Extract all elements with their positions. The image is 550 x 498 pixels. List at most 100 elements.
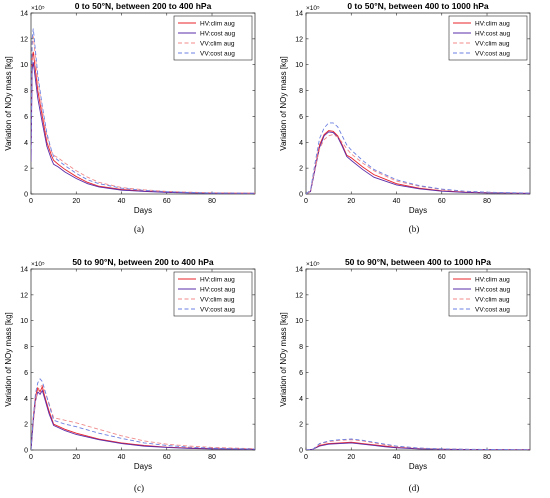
y-tick-label: 4 [24, 140, 28, 147]
panel-caption: (a) [134, 224, 144, 234]
panel-caption: (b) [409, 224, 420, 234]
chart-panel-4: 50 to 90°N, between 400 to 1000 hPa ×10⁵ 0… [279, 257, 531, 493]
y-tick-label: 8 [299, 88, 303, 95]
x-tick-label: 80 [208, 198, 216, 205]
chart-panel-2: 0 to 50°N, between 400 to 1000 hPa ×10⁵ 0 2… [279, 1, 531, 234]
y-tick-label: 8 [24, 88, 28, 95]
y-tick-label: 4 [299, 396, 303, 403]
x-tick-label: 80 [208, 454, 216, 461]
y-tick-label: 6 [24, 370, 28, 377]
x-axis-label: Days [134, 206, 152, 215]
legend-entry-label: VV:cost aug [200, 50, 235, 57]
x-tick-label: 60 [163, 454, 171, 461]
y-tick-label: 4 [24, 396, 28, 403]
legend-entry-label: HV:cost aug [200, 286, 236, 293]
y-tick-label: 10 [20, 318, 28, 325]
legend-entry-label: VV:clim aug [475, 40, 510, 47]
legend-entry-label: HV:clim aug [475, 20, 510, 27]
legend-entry-label: VV:clim aug [200, 40, 235, 47]
y-axis-label: Variation of NOy mass [kg] [279, 56, 288, 151]
x-tick-label: 0 [304, 198, 308, 205]
legend-entry-label: VV:clim aug [475, 296, 510, 303]
chart-title: 50 to 90°N, between 200 to 400 hPa [72, 257, 214, 267]
legend-entry-label: HV:cost aug [475, 30, 511, 37]
legend-entry-label: VV:cost aug [475, 306, 510, 313]
x-axis-label: Days [134, 462, 152, 471]
x-tick-label: 20 [72, 454, 80, 461]
y-tick-label: 0 [24, 192, 28, 199]
x-tick-label: 0 [29, 198, 33, 205]
y-tick-label: 14 [20, 267, 28, 274]
y-tick-label: 10 [295, 62, 303, 69]
y-tick-label: 8 [299, 344, 303, 351]
y-multiplier-label: ×10⁵ [306, 261, 320, 268]
series-line-2 [31, 389, 255, 450]
x-tick-label: 20 [347, 198, 355, 205]
y-tick-label: 6 [299, 114, 303, 121]
y-tick-label: 4 [299, 140, 303, 147]
legend: HV:clim aug HV:cost aug VV:clim aug VV:cost… [173, 15, 253, 61]
panel-caption: (c) [134, 483, 144, 493]
y-axis-label: Variation of NOy mass [kg] [4, 312, 13, 407]
x-tick-label: 0 [29, 454, 33, 461]
x-axis-label: Days [409, 462, 427, 471]
x-tick-label: 60 [438, 454, 446, 461]
legend-entry-label: HV:cost aug [475, 286, 511, 293]
legend-entry-label: HV:clim aug [200, 276, 235, 283]
legend-entry-label: HV:clim aug [200, 20, 235, 27]
series-line-4 [31, 28, 255, 194]
chart-title: 50 to 90°N, between 400 to 1000 hPa [345, 257, 491, 267]
series-line-3 [31, 384, 255, 450]
y-multiplier-label: ×10⁵ [306, 5, 320, 12]
x-tick-label: 20 [72, 198, 80, 205]
y-tick-label: 2 [24, 166, 28, 173]
series-line-2 [306, 131, 530, 194]
legend: HV:clim aug HV:cost aug VV:clim aug VV:cost… [448, 271, 528, 317]
chart-title: 0 to 50°N, between 400 to 1000 hPa [347, 1, 489, 11]
panel-caption: (d) [409, 483, 420, 493]
y-tick-label: 14 [295, 11, 303, 18]
y-tick-label: 0 [24, 448, 28, 455]
y-axis-label: Variation of NOy mass [kg] [279, 312, 288, 407]
x-tick-label: 80 [483, 454, 491, 461]
y-tick-label: 10 [20, 62, 28, 69]
legend-entry-label: VV:cost aug [475, 50, 510, 57]
series-line-4 [306, 122, 530, 194]
x-tick-label: 80 [483, 198, 491, 205]
series-line-4 [31, 378, 255, 450]
y-tick-label: 0 [299, 448, 303, 455]
chart-title: 0 to 50°N, between 200 to 400 hPa [75, 1, 212, 11]
series-line-2 [31, 62, 255, 194]
x-tick-label: 0 [304, 454, 308, 461]
chart-panel-3: 50 to 90°N, between 200 to 400 hPa ×10⁵ 0 2… [4, 257, 256, 493]
legend-entry-label: HV:clim aug [475, 276, 510, 283]
y-tick-label: 12 [295, 36, 303, 43]
x-tick-label: 60 [438, 198, 446, 205]
y-tick-label: 10 [295, 318, 303, 325]
legend-entry-label: HV:cost aug [200, 30, 236, 37]
series-line-3 [31, 36, 255, 194]
y-tick-label: 8 [24, 344, 28, 351]
y-tick-label: 0 [299, 192, 303, 199]
legend: HV:clim aug HV:cost aug VV:clim aug VV:cost… [173, 271, 253, 317]
legend-entry-label: VV:clim aug [200, 296, 235, 303]
y-tick-label: 12 [20, 36, 28, 43]
x-tick-label: 60 [163, 198, 171, 205]
y-tick-label: 12 [20, 292, 28, 299]
x-axis-label: Days [409, 206, 427, 215]
y-multiplier-label: ×10⁵ [31, 5, 45, 12]
y-tick-label: 2 [24, 422, 28, 429]
y-tick-label: 14 [20, 11, 28, 18]
y-multiplier-label: ×10⁵ [31, 261, 45, 268]
y-tick-label: 2 [299, 422, 303, 429]
x-tick-label: 40 [118, 198, 126, 205]
legend-entry-label: VV:cost aug [200, 306, 235, 313]
x-tick-label: 40 [393, 454, 401, 461]
legend: HV:clim aug HV:cost aug VV:clim aug VV:cost… [448, 15, 528, 61]
series-line-2 [306, 442, 530, 450]
y-tick-label: 6 [299, 370, 303, 377]
y-axis-label: Variation of NOy mass [kg] [4, 56, 13, 151]
y-tick-label: 12 [295, 292, 303, 299]
